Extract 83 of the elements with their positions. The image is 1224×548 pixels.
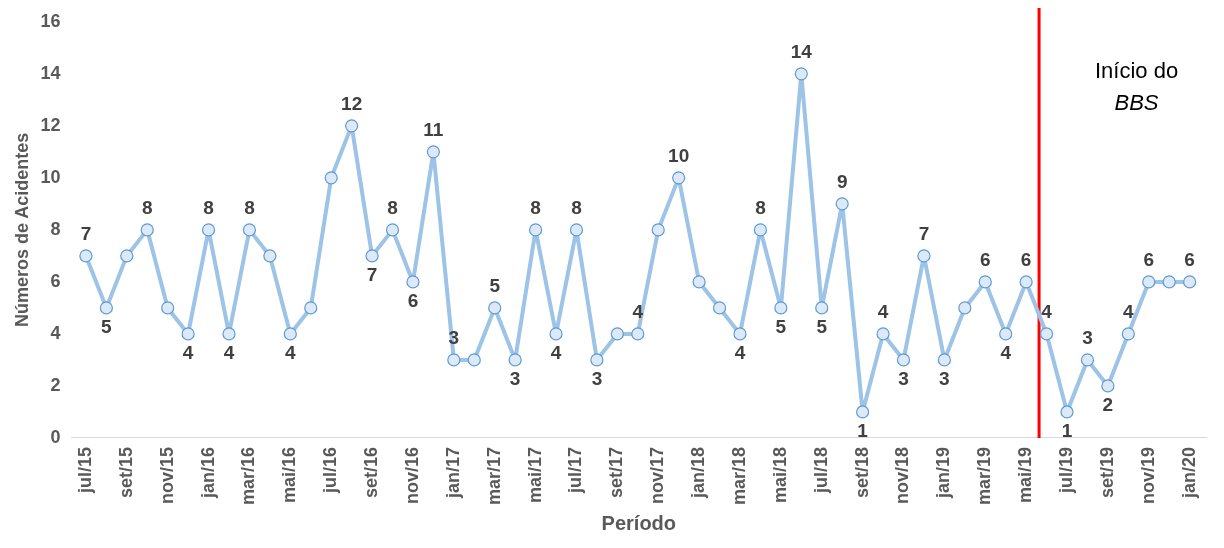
data-label: 3 [898, 367, 909, 389]
x-tick-label: set/15 [115, 446, 136, 498]
data-label: 4 [285, 341, 297, 363]
data-label: 1 [857, 419, 869, 441]
y-tick-label: 6 [50, 270, 61, 291]
data-label: 6 [979, 248, 991, 270]
data-label: 4 [550, 341, 562, 363]
x-tick-label: mar/19 [974, 446, 995, 505]
x-tick-label: set/17 [606, 446, 627, 498]
data-label: 8 [141, 196, 153, 218]
x-tick-label: jul/18 [810, 446, 831, 494]
x-tick-label: mai/17 [524, 446, 545, 503]
x-tick-label: nov/17 [647, 446, 668, 504]
x-tick-label: mai/19 [1015, 446, 1036, 503]
x-tick-label: jan/17 [442, 446, 463, 499]
x-tick-label: mai/16 [279, 446, 300, 503]
data-label: 4 [1041, 300, 1053, 322]
data-label: 8 [244, 196, 255, 218]
x-tick-label: set/18 [851, 446, 872, 498]
data-label: 12 [341, 92, 363, 114]
x-tick-label: jul/16 [320, 446, 341, 494]
ref-line-label: Início do BBS [1094, 57, 1179, 115]
data-label: 10 [668, 144, 690, 166]
x-tick-label: nov/15 [156, 446, 177, 504]
data-label: 8 [755, 196, 766, 218]
data-label: 4 [1000, 341, 1012, 363]
y-tick-label: 8 [50, 218, 61, 239]
data-label: 6 [1020, 248, 1032, 270]
data-label: 3 [1082, 326, 1093, 348]
y-tick-label: 10 [40, 166, 61, 187]
data-label: 3 [448, 326, 460, 348]
x-tick-label: mar/17 [483, 446, 504, 505]
data-label: 8 [387, 196, 398, 218]
y-tick-label: 2 [50, 374, 61, 395]
x-tick-label: jan/19 [933, 446, 954, 499]
data-label: 5 [101, 315, 113, 337]
data-label: 5 [775, 315, 787, 337]
data-label: 4 [877, 300, 889, 322]
data-label: 4 [632, 300, 644, 322]
x-tick-label: set/16 [361, 446, 382, 498]
y-tick-label: 0 [50, 426, 61, 447]
x-tick-label: mai/18 [769, 446, 790, 503]
y-tick-label: 16 [40, 10, 61, 31]
x-tick-label: mar/16 [238, 446, 259, 505]
x-tick-label: jul/19 [1055, 446, 1076, 494]
data-label: 8 [203, 196, 214, 218]
data-label: 9 [836, 170, 848, 192]
data-label: 4 [734, 341, 746, 363]
y-tick-label: 12 [40, 114, 61, 135]
data-label: 6 [407, 289, 419, 311]
x-tick-label: nov/16 [401, 446, 422, 504]
x-tick-label: jan/20 [1178, 446, 1199, 499]
data-label: 6 [1143, 248, 1155, 270]
data-label: 4 [1123, 300, 1135, 322]
data-label: 5 [816, 315, 828, 337]
x-tick-label: set/19 [1096, 446, 1117, 498]
x-tick-label: jan/16 [197, 446, 218, 499]
x-tick-label: nov/18 [892, 446, 913, 504]
y-axis-title: Números de Acidentes [11, 132, 32, 328]
data-label: 4 [182, 341, 194, 363]
x-tick-label: jan/18 [688, 446, 709, 499]
data-label: 4 [223, 341, 235, 363]
data-label: 1 [1061, 419, 1073, 441]
data-label: 11 [423, 118, 444, 140]
x-tick-label: mar/18 [728, 446, 749, 505]
y-tick-label: 14 [40, 62, 61, 83]
x-tick-label: jul/15 [74, 446, 95, 494]
data-label: 14 [790, 40, 813, 62]
data-label: 3 [591, 367, 603, 389]
data-label: 3 [939, 367, 950, 389]
x-tick-label: jul/17 [565, 446, 586, 494]
data-label: 6 [1184, 248, 1195, 270]
data-label: 7 [918, 222, 930, 244]
x-axis-title: Período [601, 511, 677, 534]
data-label: 3 [509, 367, 521, 389]
data-label: 2 [1102, 393, 1114, 415]
data-label: 5 [489, 274, 501, 296]
data-label: 8 [530, 196, 541, 218]
data-label: 7 [366, 263, 378, 285]
y-tick-label: 4 [50, 322, 61, 343]
x-tick-label: nov/19 [1137, 446, 1158, 504]
data-label: 8 [571, 196, 582, 218]
data-label: 7 [80, 222, 92, 244]
